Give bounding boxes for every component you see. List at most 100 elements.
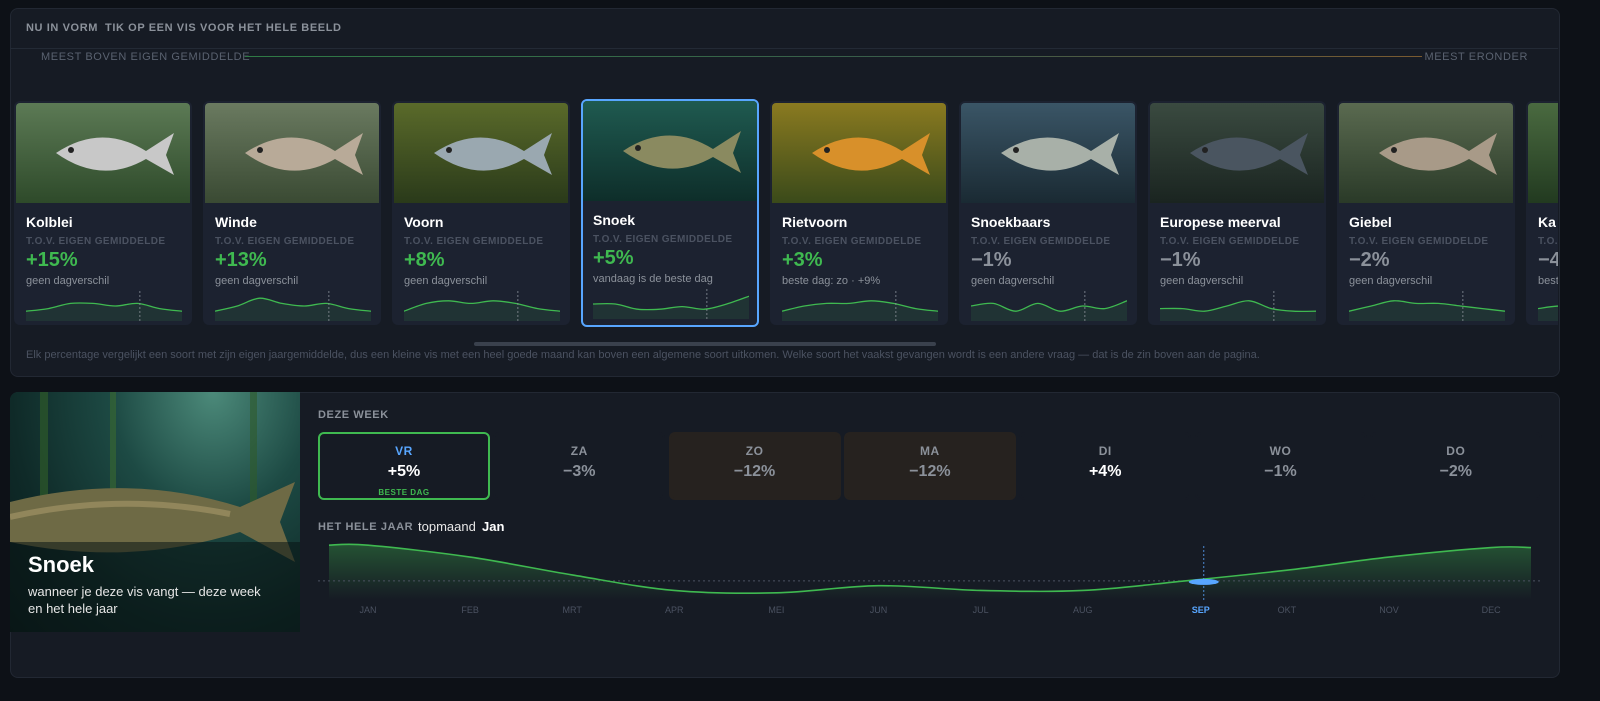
day-cell[interactable]: WO −1% (1194, 432, 1367, 500)
day-cell[interactable]: DO −2% (1369, 432, 1542, 500)
sparkline (971, 291, 1127, 321)
fish-eye (257, 147, 263, 153)
sparkline-area (215, 298, 371, 321)
fish-change: +13% (215, 249, 267, 271)
fish-shape (56, 133, 174, 175)
section-hint: TIK OP EEN VIS VOOR HET HELE BEELD (105, 22, 342, 34)
divider (10, 48, 1558, 49)
fish-note: geen dagverschil (1160, 275, 1244, 287)
fish-card[interactable]: Snoek T.O.V. EIGEN GEMIDDELDE +5% vandaag i… (581, 99, 759, 327)
year-label: HET HELE JAAR (318, 521, 414, 533)
month-label: MEI (768, 605, 784, 615)
day-cell[interactable]: ZO −12% (668, 432, 841, 500)
day-change: −2% (1439, 463, 1473, 480)
sparkline (782, 291, 938, 321)
fish-shape (1190, 133, 1308, 175)
fish-name: Kolblei (26, 214, 73, 230)
fish-change: +15% (26, 249, 78, 271)
section-title: NU IN VORM (26, 22, 98, 34)
fish-name: Ka (1538, 214, 1556, 230)
month-label: FEB (461, 605, 479, 615)
sparkline-line (215, 297, 371, 312)
sparkline-line (1538, 305, 1558, 310)
fish-card[interactable]: Giebel T.O.V. EIGEN GEMIDDELDE −2% geen dag… (1337, 101, 1515, 325)
fish-subtitle: T.O.V. EIGEN GEMIDDELDE (1160, 236, 1300, 247)
detail-image: Snoek wanneer je deze vis vangt — deze w… (10, 392, 300, 632)
day-cell[interactable]: DI +4% (1019, 432, 1192, 500)
fish-illustration (1001, 133, 1119, 175)
day-name: DO (1446, 444, 1466, 458)
fish-subtitle: T.O.V. EIGEN GEMIDDELDE (971, 236, 1111, 247)
fish-note: geen dagverschil (215, 275, 299, 287)
fish-image (961, 103, 1135, 203)
sparkline (1349, 291, 1505, 321)
sparkline-line (26, 302, 182, 312)
fish-card[interactable]: Kolblei T.O.V. EIGEN GEMIDDELDE +15% geen d… (14, 101, 192, 325)
fish-card[interactable]: Rietvoorn T.O.V. EIGEN GEMIDDELDE +3% beste… (770, 101, 948, 325)
top-month-label: topmaand (418, 519, 476, 534)
fish-shape (1001, 133, 1119, 175)
day-name: ZA (570, 444, 588, 458)
sparkline-line (971, 300, 1127, 312)
fish-eye (68, 147, 74, 153)
day-cell[interactable]: MA −12% (843, 432, 1016, 500)
fish-card[interactable]: Snoekbaars T.O.V. EIGEN GEMIDDELDE −1% geen… (959, 101, 1137, 325)
day-cell[interactable]: ZA −3% (493, 432, 666, 500)
sparkline-area (1160, 300, 1316, 321)
sparkline (215, 291, 371, 321)
day-name: MA (920, 444, 940, 458)
day-change: −3% (563, 463, 596, 480)
fish-note: beste dag: zo · +9% (782, 275, 881, 287)
fish-change: +8% (404, 249, 445, 271)
month-label: JUN (870, 605, 888, 615)
fish-note: geen dagverschil (404, 275, 488, 287)
sparkline (593, 289, 749, 319)
fish-illustration (1379, 133, 1497, 175)
fish-card[interactable]: Europese meerval T.O.V. EIGEN GEMIDDELDE −… (1148, 101, 1326, 325)
sparkline (26, 291, 182, 321)
week-label: DEZE WEEK (318, 409, 389, 421)
fish-change: −1% (971, 249, 1012, 271)
month-label: OKT (1278, 605, 1297, 615)
fish-subtitle: T.O.V. EIGEN GEMIDDELDE (404, 236, 544, 247)
month-label: AUG (1073, 605, 1093, 615)
fish-card[interactable]: Winde T.O.V. EIGEN GEMIDDELDE +13% geen dag… (203, 101, 381, 325)
fish-note: vandaag is de beste dag (593, 273, 713, 285)
fish-shape (245, 133, 363, 175)
fish-name: Rietvoorn (782, 214, 848, 230)
fish-subtitle: T.O. (1538, 236, 1558, 247)
fish-illustration (812, 133, 930, 175)
sparkline (404, 291, 560, 321)
fish-change: +3% (782, 249, 823, 271)
scrollbar[interactable] (474, 342, 936, 346)
fish-illustration (1190, 133, 1308, 175)
fish-image (583, 101, 757, 201)
fish-change: +5% (593, 247, 634, 269)
month-label: SEP (1192, 605, 1210, 615)
month-label: NOV (1379, 605, 1399, 615)
fish-note: geen dagverschil (26, 275, 110, 287)
fish-image (1339, 103, 1513, 203)
footnote: Elk percentage vergelijkt een soort met … (26, 349, 1260, 361)
day-name: DI (1098, 444, 1112, 458)
scale-left-label: MEEST BOVEN EIGEN GEMIDDELDE (41, 51, 251, 63)
day-cell[interactable]: VR +5% BESTE DAG (318, 432, 490, 500)
fish-shape (434, 133, 552, 175)
fish-subtitle: T.O.V. EIGEN GEMIDDELDE (593, 234, 733, 245)
fish-image (1150, 103, 1324, 203)
fish-eye (1013, 147, 1019, 153)
fish-change: −2% (1349, 249, 1390, 271)
fish-card[interactable]: Ka T.O. −4 best (1526, 101, 1558, 325)
fish-subtitle: T.O.V. EIGEN GEMIDDELDE (26, 236, 166, 247)
fish-card[interactable]: Voorn T.O.V. EIGEN GEMIDDELDE +8% geen dagv… (392, 101, 570, 325)
fish-shape (812, 133, 930, 175)
fish-eye (635, 145, 641, 151)
detail-name: Snoek (28, 552, 95, 577)
fish-illustration (56, 133, 174, 175)
detail-description: wanneer je deze vis vangt — deze week en… (28, 584, 261, 616)
sparkline-area (782, 300, 938, 321)
day-change: −12% (733, 463, 776, 480)
